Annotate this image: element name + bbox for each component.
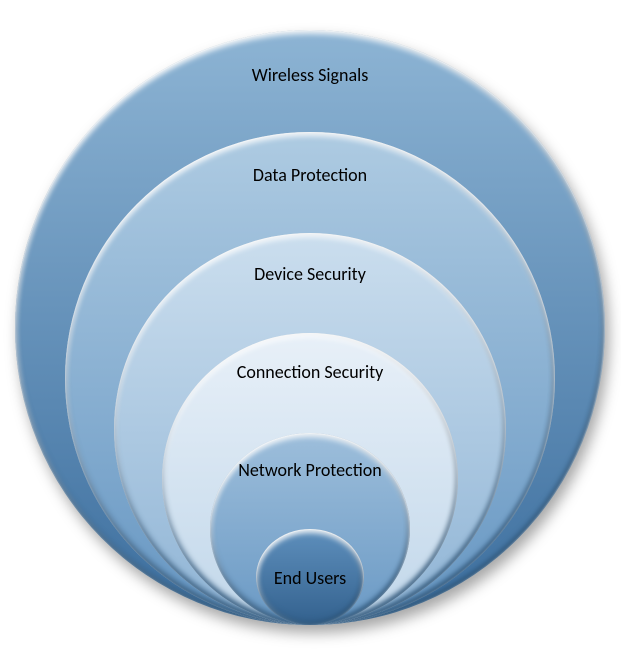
- layer-end-users: End Users: [256, 529, 364, 625]
- layer-label-wireless-signals: Wireless Signals: [252, 64, 369, 86]
- layer-label-device-security: Device Security: [254, 263, 366, 285]
- layer-label-connection-security: Connection Security: [237, 361, 384, 383]
- layer-label-network-protection: Network Protection: [238, 459, 381, 481]
- layer-label-data-protection: Data Protection: [253, 164, 367, 186]
- layer-label-end-users: End Users: [274, 567, 346, 589]
- stacked-venn-diagram: Wireless Signals Data Protection Device Se…: [0, 0, 621, 650]
